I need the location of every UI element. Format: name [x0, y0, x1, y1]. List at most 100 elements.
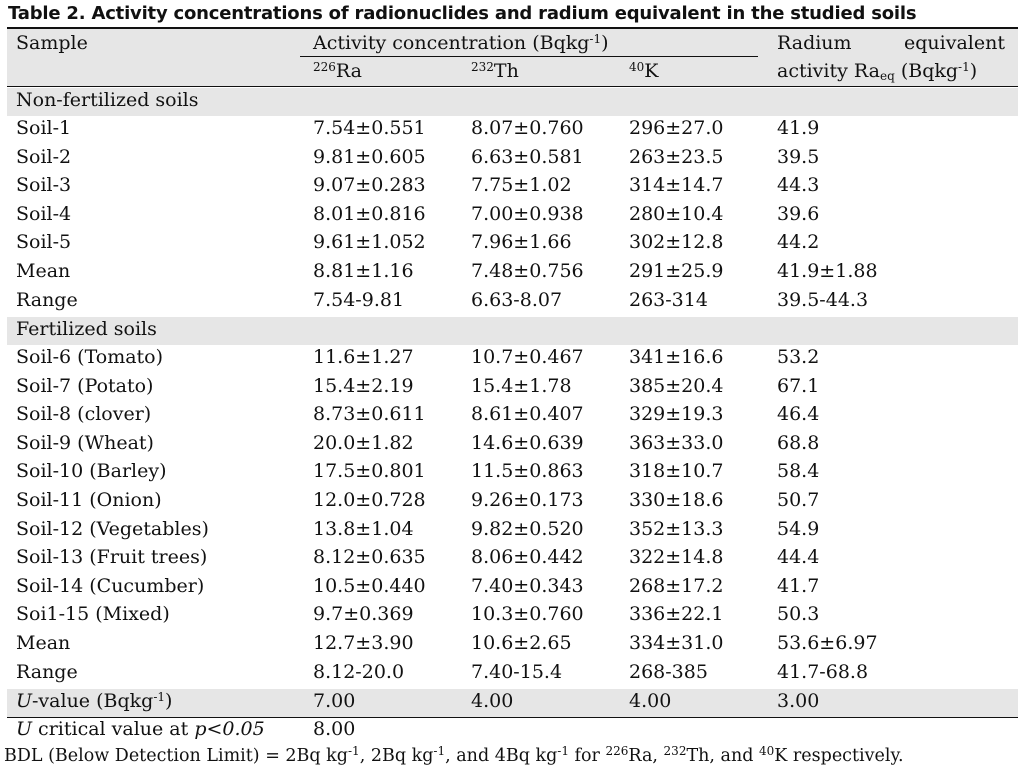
header-activity-group: Activity concentration (Bqkg-1) — [313, 32, 609, 54]
cell-ra226: 20.0±1.82 — [313, 431, 414, 454]
cell-sample: Range — [16, 288, 78, 311]
cell-ra226: 8.12-20.0 — [313, 660, 405, 683]
fn-ra-mass: 226 — [605, 744, 629, 758]
cell-raeq: 39.5 — [777, 145, 820, 168]
activity-group-rule — [300, 56, 758, 57]
raeq-a: activity Ra — [777, 60, 880, 82]
header-th232: 232Th — [471, 60, 519, 82]
cell-raeq: 44.4 — [777, 546, 820, 569]
fn-th-mass: 232 — [663, 744, 687, 758]
cell-th232: 7.00±0.938 — [471, 202, 584, 225]
cell-raeq: 44.3 — [777, 174, 820, 197]
table-row: Soil-9 (Wheat) 20.0±1.82 14.6±0.639 363±33.… — [7, 431, 1018, 459]
cell-k40: 363±33.0 — [629, 431, 724, 454]
table-row: Mean 12.7±3.90 10.6±2.65 334±31.0 53.6±6.97 — [7, 631, 1018, 659]
table-header: Sample Activity concentration (Bqkg-1) R… — [7, 29, 1018, 86]
cell-th232: 9.82±0.520 — [471, 517, 584, 540]
cell-k40: 336±22.1 — [629, 603, 724, 626]
header-activity-text: Activity concentration (Bqkg — [313, 32, 590, 54]
u-value-label: U-value (Bqkg-1) — [16, 690, 172, 712]
table-row: Soil-10 (Barley) 17.5±0.801 11.5±0.863 318±… — [7, 459, 1018, 487]
cell-k40: 314±14.7 — [629, 174, 724, 197]
cell-k40: 330±18.6 — [629, 489, 724, 511]
ra-label: Ra — [335, 60, 362, 82]
cell-ra226: 9.07±0.283 — [313, 174, 426, 197]
table-row: Range 8.12-20.0 7.40-15.4 268-385 41.7-68.8 — [7, 660, 1018, 688]
u-end: ) — [165, 690, 173, 712]
table-row: Soil-12 (Vegetables) 13.8±1.04 9.82±0.520 3… — [7, 517, 1018, 545]
ucrit-mid: critical value at — [32, 718, 195, 740]
cell-raeq: 39.6 — [777, 202, 820, 225]
fn-b: , 2Bq kg — [359, 746, 434, 766]
k-label: K — [644, 60, 659, 82]
cell-ra226: 9.81±0.605 — [313, 145, 426, 168]
table-row: Soil-13 (Fruit trees) 8.12±0.635 8.06±0.44… — [7, 545, 1018, 573]
cell-ra226: 12.7±3.90 — [313, 632, 414, 654]
cell-sample: Soil-6 (Tomato) — [16, 346, 164, 368]
fn-k-mass: 40 — [759, 744, 775, 758]
cell-raeq: 41.9 — [777, 117, 820, 139]
table-row: Soil-6 (Tomato) 11.6±1.27 10.7±0.467 341±16… — [7, 345, 1018, 373]
cell-raeq: 50.7 — [777, 489, 820, 511]
cell-ra226: 9.61±1.052 — [313, 231, 426, 254]
table-row: Soil-4 8.01±0.816 7.00±0.938 280±10.4 39.6 — [7, 202, 1018, 230]
cell-raeq: 41.9±1.88 — [777, 260, 878, 282]
cell-raeq: 41.7-68.8 — [777, 660, 869, 683]
cell-ra226: 8.01±0.816 — [313, 202, 426, 225]
ucrit-italic: U — [16, 718, 33, 740]
cell-sample: Soil-8 (clover) — [16, 403, 152, 426]
u-value-raeq: 3.00 — [777, 690, 820, 712]
cell-sample: Soil-3 — [16, 174, 72, 197]
cell-sample: Soil-2 — [16, 145, 72, 168]
cell-th232: 10.7±0.467 — [471, 346, 584, 368]
cell-ra226: 13.8±1.04 — [313, 517, 414, 540]
ra-mass: 226 — [313, 60, 336, 74]
u-value-bottom-rule — [7, 717, 1018, 718]
u-value-ra: 7.00 — [313, 690, 356, 712]
u-value-th: 4.00 — [471, 690, 514, 712]
fn-k: K respectively. — [774, 746, 904, 766]
cell-k40: 296±27.0 — [629, 117, 724, 139]
cell-raeq: 54.9 — [777, 517, 820, 540]
fn-ra: Ra, — [628, 746, 664, 766]
header-activity-end: ) — [601, 32, 609, 54]
cell-ra226: 8.73±0.611 — [313, 403, 426, 426]
table-row: Soil-1 7.54±0.551 8.07±0.760 296±27.0 41.9 — [7, 116, 1018, 144]
footnote: BDL (Below Detection Limit) = 2Bq kg-1, … — [4, 744, 904, 766]
cell-ra226: 8.12±0.635 — [313, 546, 426, 569]
cell-th232: 7.75±1.02 — [471, 174, 572, 197]
cell-th232: 6.63-8.07 — [471, 288, 563, 311]
cell-raeq: 58.4 — [777, 460, 820, 483]
fn-th: Th, and — [686, 746, 759, 766]
cell-th232: 7.96±1.66 — [471, 231, 572, 254]
fn-sup2: -1 — [433, 744, 446, 758]
table-title: Table 2. Activity concentrations of radi… — [8, 3, 917, 24]
cell-sample: Soil-11 (Onion) — [16, 489, 162, 511]
u-value-k: 4.00 — [629, 690, 672, 712]
cell-sample: Soil-5 — [16, 231, 72, 254]
cell-ra226: 15.4±2.19 — [313, 374, 414, 397]
raeq-sub: eq — [879, 69, 895, 83]
cell-k40: 263-314 — [629, 288, 708, 311]
cell-th232: 7.40-15.4 — [471, 660, 563, 683]
table-row: Soil-8 (clover) 8.73±0.611 8.61±0.407 329±1… — [7, 402, 1018, 430]
cell-k40: 341±16.6 — [629, 346, 724, 368]
header-k40: 40K — [629, 60, 658, 82]
cell-k40: 268-385 — [629, 660, 708, 683]
cell-k40: 263±23.5 — [629, 145, 724, 168]
table-row: Mean 8.81±1.16 7.48±0.756 291±25.9 41.9±1.88 — [7, 259, 1018, 287]
cell-raeq: 53.2 — [777, 346, 820, 368]
cell-raeq: 44.2 — [777, 231, 820, 254]
header-ra226: 226Ra — [313, 60, 362, 82]
cell-ra226: 11.6±1.27 — [313, 346, 414, 368]
cell-k40: 280±10.4 — [629, 202, 724, 225]
section-label: Fertilized soils — [16, 318, 157, 340]
cell-th232: 8.06±0.442 — [471, 546, 584, 569]
cell-sample: Soil-7 (Potato) — [16, 374, 154, 397]
table-row: Soi1-15 (Mixed) 9.7±0.369 10.3±0.760 336±22… — [7, 602, 1018, 630]
section-label: Non-fertilized soils — [16, 89, 199, 111]
cell-k40: 352±13.3 — [629, 517, 724, 540]
cell-ra226: 9.7±0.369 — [313, 603, 414, 626]
k-mass: 40 — [629, 60, 645, 74]
cell-k40: 385±20.4 — [629, 374, 724, 397]
